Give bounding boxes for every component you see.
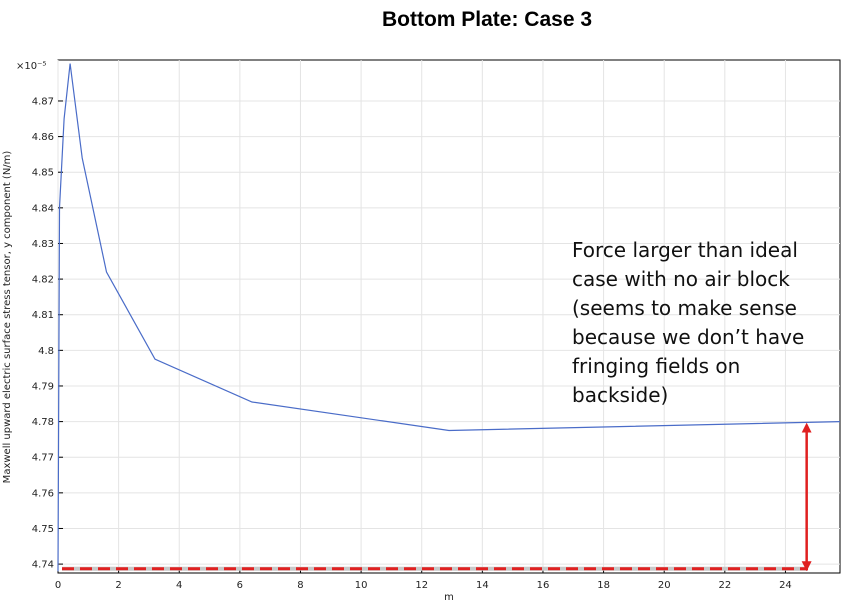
x-tick-label: 0 bbox=[55, 580, 61, 591]
y-tick-label: 4.8 bbox=[38, 346, 54, 357]
series-layer bbox=[57, 63, 841, 572]
series-line bbox=[57, 63, 841, 572]
annotation-text: Force larger than ideal case with no air… bbox=[572, 238, 805, 407]
grid-layer bbox=[57, 60, 840, 573]
x-tick-label: 22 bbox=[718, 580, 731, 591]
x-tick-label: 10 bbox=[355, 580, 368, 591]
x-tick-label: 18 bbox=[597, 580, 610, 591]
y-tick-label: 4.75 bbox=[32, 524, 54, 535]
x-tick-label: 16 bbox=[537, 580, 550, 591]
y-tick-label: 4.76 bbox=[32, 488, 54, 499]
reference-layer bbox=[62, 422, 812, 572]
x-tick-label: 2 bbox=[115, 580, 121, 591]
y-tick-label: 4.77 bbox=[32, 453, 54, 464]
x-tick-label: 24 bbox=[779, 580, 792, 591]
y-tick-label: 4.79 bbox=[32, 381, 54, 392]
y-axis-label: Maxwell upward electric surface stress t… bbox=[2, 151, 13, 484]
x-tick-label: 6 bbox=[237, 580, 243, 591]
x-tick-label: 12 bbox=[415, 580, 428, 591]
tick-layer: 0 2 4 6 8 10 12 14 16 18 20 22 244.744.754.764.774.7… bbox=[32, 96, 792, 591]
y-tick-label: 4.87 bbox=[32, 96, 54, 107]
y-tick-label: 4.74 bbox=[32, 560, 54, 571]
y-tick-label: 4.78 bbox=[32, 417, 54, 428]
y-tick-label: 4.83 bbox=[32, 239, 54, 250]
x-tick-label: 8 bbox=[297, 580, 303, 591]
y-tick-label: 4.86 bbox=[32, 132, 54, 143]
y-tick-label: 4.82 bbox=[32, 275, 54, 286]
y-tick-label: 4.85 bbox=[32, 168, 54, 179]
x-axis-label: m bbox=[444, 592, 454, 603]
x-tick-label: 20 bbox=[658, 580, 671, 591]
y-multiplier-label: ×10⁻⁵ bbox=[16, 61, 46, 72]
y-tick-label: 4.81 bbox=[32, 310, 54, 321]
chart-title: Bottom Plate: Case 3 bbox=[381, 8, 593, 31]
y-tick-label: 4.84 bbox=[32, 203, 54, 214]
x-tick-label: 14 bbox=[476, 580, 489, 591]
x-tick-label: 4 bbox=[176, 580, 182, 591]
